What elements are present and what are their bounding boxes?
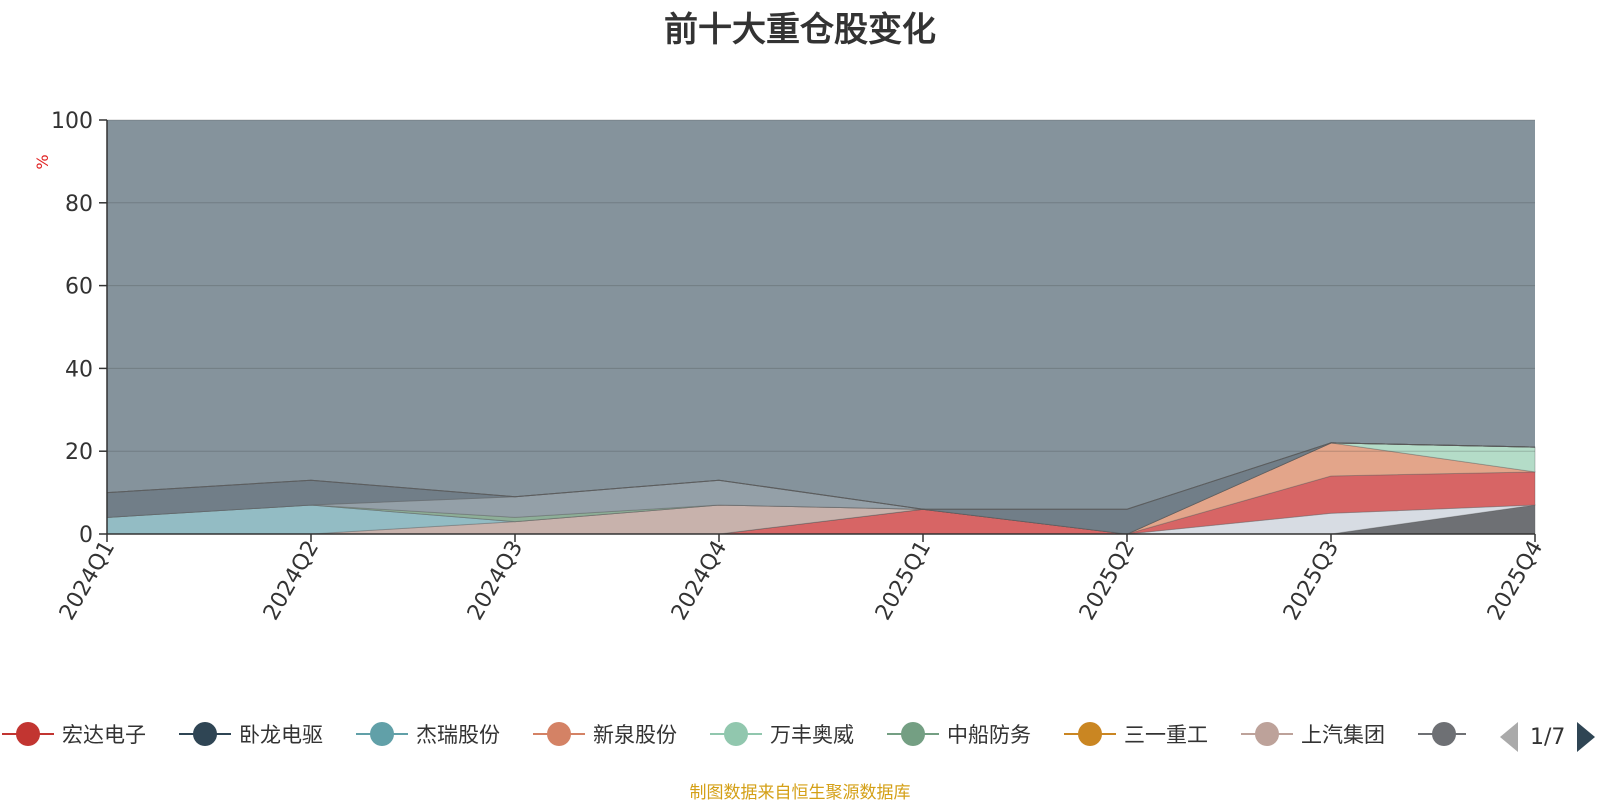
legend-item[interactable]: 宏达电子 <box>2 718 146 750</box>
legend-label: 杰瑞股份 <box>416 723 500 747</box>
y-tick-label: 80 <box>65 192 93 217</box>
y-tick-labels: 0 20 40 60 80 100 <box>51 109 107 548</box>
legend-swatch-icon <box>710 718 762 750</box>
area-layer-15 <box>106 442 1536 510</box>
y-axis-label: % <box>33 154 52 169</box>
legend-item[interactable]: 新泉股份 <box>533 718 677 750</box>
next-page-icon[interactable] <box>1577 722 1596 752</box>
legend-swatch-icon <box>887 718 939 750</box>
x-tick-label: 2024Q1 <box>55 537 120 625</box>
legend-item[interactable]: 中船防务 <box>887 718 1031 750</box>
legend-swatch-icon <box>179 718 231 750</box>
legend-swatch-icon <box>1241 718 1293 750</box>
legend-item[interactable]: 三一重工 <box>1064 718 1208 750</box>
legend-label: 宏达电子 <box>62 723 146 747</box>
legend-swatch-icon <box>533 718 585 750</box>
legend-label: 万丰奥威 <box>770 723 854 747</box>
legend-swatch-icon <box>1418 718 1466 750</box>
y-tick-label: 20 <box>65 440 93 465</box>
axes <box>106 120 1535 535</box>
x-tick-label: 2024Q4 <box>667 537 732 625</box>
legend-item[interactable]: 卧龙电驱 <box>179 718 323 750</box>
x-tick-labels: 2024Q1 2024Q2 2024Q3 2024Q4 2025Q1 2025Q2 2025… <box>55 534 1548 625</box>
y-tick-label: 0 <box>79 523 93 548</box>
previous-page-icon[interactable] <box>1500 722 1518 752</box>
legend-swatch-icon <box>1064 718 1116 750</box>
legend-label: 三一重工 <box>1124 723 1208 747</box>
legend-item[interactable]: 万丰奥威 <box>710 718 854 750</box>
legend-label: 卧龙电驱 <box>239 723 323 747</box>
legend-item[interactable]: 杰瑞股份 <box>356 718 500 750</box>
legend-items: 宏达电子 卧龙电驱 杰瑞股份 新泉股份 万丰奥威 中船防务 三一重工 上汽集团 <box>0 714 1466 754</box>
area-layer-11 <box>106 442 1536 535</box>
legend-label: 新泉股份 <box>593 723 677 747</box>
x-tick-label: 2025Q3 <box>1279 537 1344 625</box>
y-tick-label: 60 <box>65 275 93 300</box>
legend-swatch-icon <box>2 718 54 750</box>
y-tick-label: 100 <box>51 109 93 134</box>
legend-swatch-icon <box>356 718 408 750</box>
legend: 宏达电子 卧龙电驱 杰瑞股份 新泉股份 万丰奥威 中船防务 三一重工 上汽集团 1/7 <box>0 714 1600 754</box>
x-tick-label: 2025Q2 <box>1075 537 1140 625</box>
legend-item[interactable] <box>1418 718 1466 750</box>
source-note: 制图数据来自恒生聚源数据库 <box>689 783 911 803</box>
chart-title: 前十大重仓股变化 <box>664 10 936 50</box>
legend-pager: 1/7 <box>1500 722 1596 752</box>
x-tick-label: 2024Q2 <box>259 537 324 625</box>
x-tick-label: 2025Q1 <box>871 537 936 625</box>
legend-label: 中船防务 <box>947 723 1031 747</box>
pager-text: 1/7 <box>1530 724 1566 750</box>
x-tick-label: 2025Q4 <box>1483 537 1548 625</box>
y-tick-label: 40 <box>65 357 93 382</box>
legend-label: 上汽集团 <box>1301 723 1385 747</box>
legend-item[interactable]: 上汽集团 <box>1241 718 1385 750</box>
x-tick-label: 2024Q3 <box>463 537 528 625</box>
